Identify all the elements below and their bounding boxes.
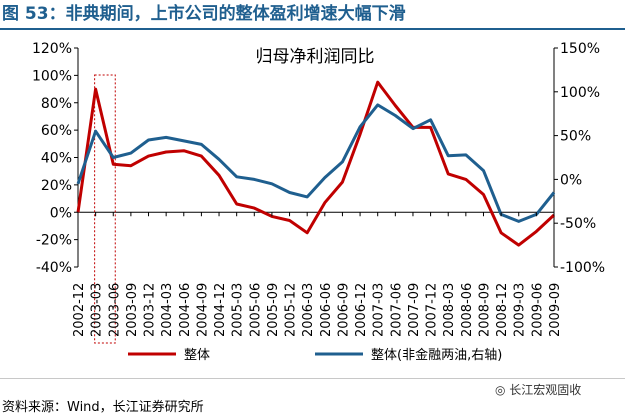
right-tick-label: -100% xyxy=(560,260,605,276)
x-tick-label: 2005-09 xyxy=(266,283,281,337)
right-tick-label: -50% xyxy=(560,216,596,232)
right-tick-label: 50% xyxy=(560,129,591,145)
source-note: 资料来源：Wind，长江证券研究所 xyxy=(2,400,204,415)
x-tick-label: 2007-03 xyxy=(372,283,387,337)
x-tick-label: 2009-03 xyxy=(513,283,528,337)
x-tick-label: 2003-12 xyxy=(143,283,158,337)
chart-title: 归母净利润同比 xyxy=(256,47,375,67)
x-tick-label: 2008-06 xyxy=(460,283,475,337)
watermark: ◎ 长江宏观固收 xyxy=(495,381,581,398)
left-tick-label: -20% xyxy=(36,233,72,249)
x-tick-label: 2007-12 xyxy=(425,283,440,337)
x-tick-label: 2006-12 xyxy=(354,283,369,337)
x-tick-label: 2009-06 xyxy=(530,283,545,337)
legend-label-nonfinancial: 整体(非金融两油,右轴) xyxy=(371,347,502,363)
left-tick-label: 0% xyxy=(50,205,72,221)
x-tick-label: 2004-03 xyxy=(160,283,175,337)
x-tick-label: 2004-12 xyxy=(213,283,228,337)
left-tick-label: 60% xyxy=(41,123,72,139)
right-tick-label: 100% xyxy=(560,85,600,101)
x-tick-label: 2007-06 xyxy=(389,283,404,337)
x-tick-label: 2006-06 xyxy=(319,283,334,337)
x-tick-label: 2005-06 xyxy=(248,283,263,337)
watermark-text: 长江宏观固收 xyxy=(509,383,582,397)
line-chart: -40% -20% 0% 20% 40% 60% 80% 100% 120% -100% -50% 0… xyxy=(32,41,605,363)
x-tick-label: 2005-12 xyxy=(284,283,299,337)
series-line-nonfinancial xyxy=(76,103,556,223)
x-tick-label: 2006-03 xyxy=(301,283,316,337)
left-tick-label: 40% xyxy=(41,151,72,167)
figure-title: 图 53：非典期间，上市公司的整体盈利增速大幅下滑 xyxy=(0,0,625,30)
x-tick-label: 2008-09 xyxy=(477,283,492,337)
wechat-icon: ◎ xyxy=(495,383,510,397)
left-tick-label: 20% xyxy=(41,178,72,194)
x-tick-label: 2003-06 xyxy=(107,283,122,337)
x-tick-label: 2004-09 xyxy=(195,283,210,337)
x-tick-label: 2003-09 xyxy=(125,283,140,337)
left-tick-label: 120% xyxy=(32,41,72,57)
series-line-overall xyxy=(76,80,556,247)
left-tick-label: 80% xyxy=(41,96,72,112)
right-tick-label: 150% xyxy=(560,41,600,57)
x-tick-label: 2003-03 xyxy=(90,283,105,337)
x-tick-label: 2007-09 xyxy=(407,283,422,337)
x-tick-label: 2002-12 xyxy=(72,283,87,337)
x-tick-label: 2008-12 xyxy=(495,283,510,337)
left-tick-label: -40% xyxy=(36,260,72,276)
right-tick-label: 0% xyxy=(560,172,582,188)
x-tick-label: 2008-03 xyxy=(442,283,457,337)
legend-label-overall: 整体 xyxy=(184,348,210,363)
divider xyxy=(0,378,625,379)
x-tick-label: 2004-06 xyxy=(178,283,193,337)
x-tick-label: 2005-03 xyxy=(231,283,246,337)
x-tick-label: 2006-09 xyxy=(336,283,351,337)
x-tick-label: 2009-09 xyxy=(548,283,563,337)
left-tick-label: 100% xyxy=(32,68,72,84)
